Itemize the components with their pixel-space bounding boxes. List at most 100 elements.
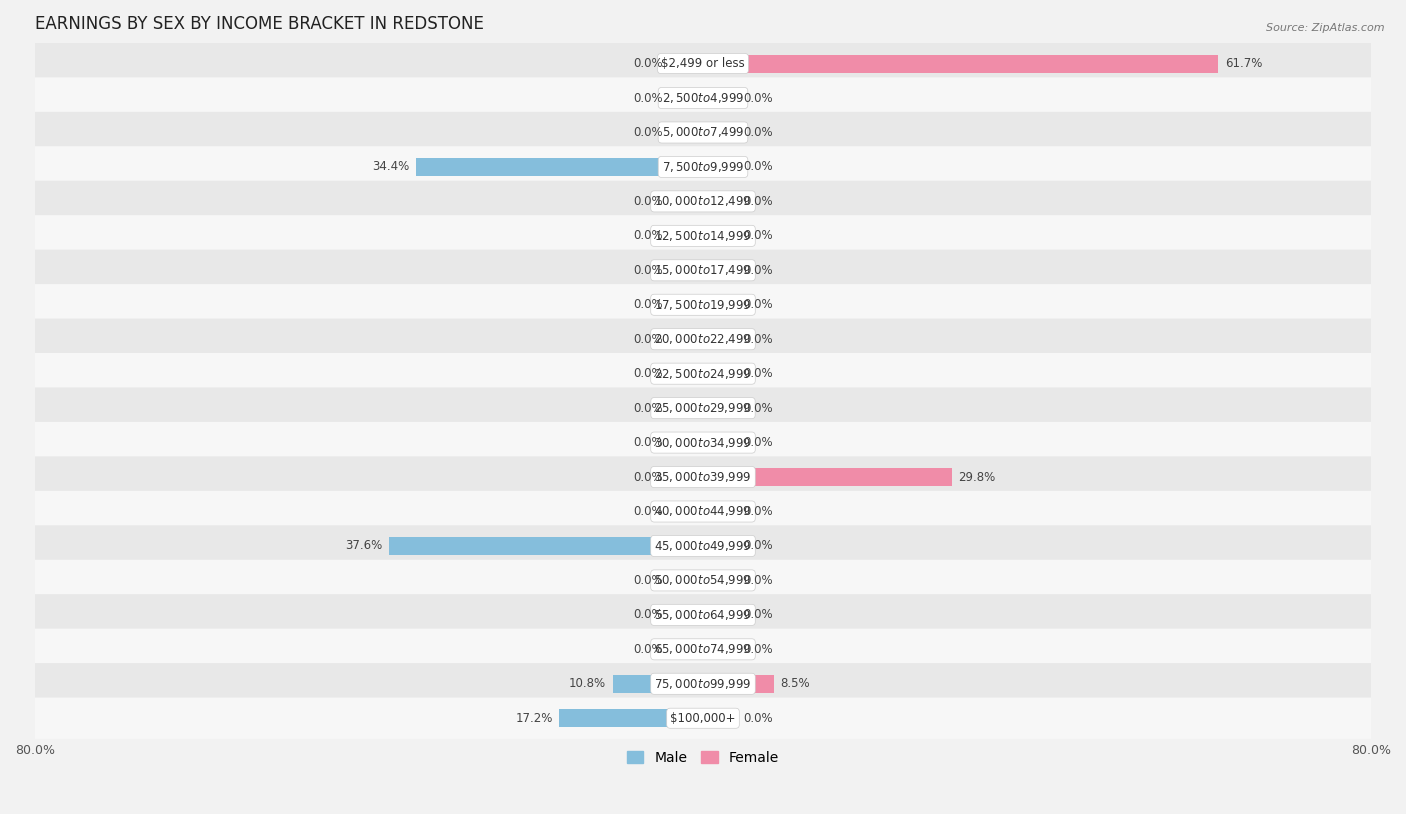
FancyBboxPatch shape xyxy=(17,147,1389,187)
Bar xyxy=(669,399,703,417)
Text: 0.0%: 0.0% xyxy=(744,298,773,311)
Bar xyxy=(703,399,737,417)
Text: $10,000 to $12,499: $10,000 to $12,499 xyxy=(654,195,752,208)
FancyBboxPatch shape xyxy=(17,628,1389,670)
Bar xyxy=(703,227,737,245)
Bar xyxy=(703,502,737,520)
Bar xyxy=(703,158,737,176)
Text: 17.2%: 17.2% xyxy=(516,711,553,724)
Text: $100,000+: $100,000+ xyxy=(671,711,735,724)
Text: 0.0%: 0.0% xyxy=(633,230,662,243)
Text: $12,500 to $14,999: $12,500 to $14,999 xyxy=(654,229,752,243)
Text: $17,500 to $19,999: $17,500 to $19,999 xyxy=(654,298,752,312)
FancyBboxPatch shape xyxy=(17,250,1389,291)
Text: 0.0%: 0.0% xyxy=(744,367,773,380)
FancyBboxPatch shape xyxy=(17,77,1389,119)
Bar xyxy=(669,89,703,107)
Text: 0.0%: 0.0% xyxy=(744,91,773,104)
Text: 0.0%: 0.0% xyxy=(744,195,773,208)
Text: $55,000 to $64,999: $55,000 to $64,999 xyxy=(654,608,752,622)
Text: $50,000 to $54,999: $50,000 to $54,999 xyxy=(654,573,752,588)
Text: $22,500 to $24,999: $22,500 to $24,999 xyxy=(654,366,752,381)
Text: 0.0%: 0.0% xyxy=(744,540,773,553)
Text: 34.4%: 34.4% xyxy=(371,160,409,173)
Bar xyxy=(669,434,703,452)
Bar xyxy=(703,468,952,486)
Text: 0.0%: 0.0% xyxy=(744,711,773,724)
Bar xyxy=(416,158,703,176)
Text: 0.0%: 0.0% xyxy=(633,126,662,139)
FancyBboxPatch shape xyxy=(17,215,1389,256)
Text: 0.0%: 0.0% xyxy=(633,57,662,70)
Text: 0.0%: 0.0% xyxy=(744,643,773,656)
Bar xyxy=(703,641,737,659)
Text: 0.0%: 0.0% xyxy=(633,505,662,518)
Text: EARNINGS BY SEX BY INCOME BRACKET IN REDSTONE: EARNINGS BY SEX BY INCOME BRACKET IN RED… xyxy=(35,15,484,33)
Text: 29.8%: 29.8% xyxy=(959,470,995,484)
Bar xyxy=(703,675,773,693)
Text: 0.0%: 0.0% xyxy=(633,401,662,414)
Bar xyxy=(703,330,737,348)
Bar xyxy=(703,124,737,142)
Bar xyxy=(703,606,737,624)
Text: 0.0%: 0.0% xyxy=(744,160,773,173)
Text: 0.0%: 0.0% xyxy=(633,333,662,346)
FancyBboxPatch shape xyxy=(17,112,1389,153)
Bar xyxy=(669,261,703,279)
Bar xyxy=(669,606,703,624)
Text: 0.0%: 0.0% xyxy=(744,505,773,518)
Bar xyxy=(703,571,737,589)
Text: $2,499 or less: $2,499 or less xyxy=(661,57,745,70)
Text: 61.7%: 61.7% xyxy=(1225,57,1263,70)
Bar xyxy=(669,571,703,589)
Text: $15,000 to $17,499: $15,000 to $17,499 xyxy=(654,263,752,278)
Bar xyxy=(669,295,703,313)
Bar xyxy=(669,192,703,210)
Text: $5,000 to $7,499: $5,000 to $7,499 xyxy=(662,125,744,139)
Bar xyxy=(703,295,737,313)
Bar xyxy=(669,124,703,142)
Text: 0.0%: 0.0% xyxy=(744,333,773,346)
Bar xyxy=(703,365,737,383)
Text: 0.0%: 0.0% xyxy=(744,574,773,587)
Text: 0.0%: 0.0% xyxy=(744,126,773,139)
FancyBboxPatch shape xyxy=(17,284,1389,326)
Bar xyxy=(560,709,703,727)
Text: 0.0%: 0.0% xyxy=(744,401,773,414)
Text: 0.0%: 0.0% xyxy=(633,195,662,208)
Text: 0.0%: 0.0% xyxy=(633,470,662,484)
Text: $45,000 to $49,999: $45,000 to $49,999 xyxy=(654,539,752,553)
Bar xyxy=(703,192,737,210)
FancyBboxPatch shape xyxy=(17,457,1389,497)
Text: $7,500 to $9,999: $7,500 to $9,999 xyxy=(662,160,744,174)
Text: 0.0%: 0.0% xyxy=(633,436,662,449)
FancyBboxPatch shape xyxy=(17,698,1389,739)
Text: 0.0%: 0.0% xyxy=(744,608,773,621)
FancyBboxPatch shape xyxy=(17,525,1389,567)
Bar xyxy=(703,89,737,107)
Bar xyxy=(703,55,1218,72)
Bar xyxy=(669,502,703,520)
FancyBboxPatch shape xyxy=(17,491,1389,532)
FancyBboxPatch shape xyxy=(17,181,1389,222)
Text: $25,000 to $29,999: $25,000 to $29,999 xyxy=(654,401,752,415)
Bar xyxy=(703,709,737,727)
FancyBboxPatch shape xyxy=(17,663,1389,704)
Text: $65,000 to $74,999: $65,000 to $74,999 xyxy=(654,642,752,656)
Bar xyxy=(703,537,737,555)
Bar xyxy=(669,227,703,245)
Text: $35,000 to $39,999: $35,000 to $39,999 xyxy=(654,470,752,484)
Text: 37.6%: 37.6% xyxy=(344,540,382,553)
Text: 0.0%: 0.0% xyxy=(633,643,662,656)
Text: $75,000 to $99,999: $75,000 to $99,999 xyxy=(654,676,752,691)
Bar xyxy=(669,365,703,383)
Bar xyxy=(389,537,703,555)
Text: 0.0%: 0.0% xyxy=(744,230,773,243)
Bar xyxy=(669,468,703,486)
Bar xyxy=(703,261,737,279)
Text: 0.0%: 0.0% xyxy=(744,264,773,277)
Bar xyxy=(669,641,703,659)
Text: $2,500 to $4,999: $2,500 to $4,999 xyxy=(662,91,744,105)
Text: $40,000 to $44,999: $40,000 to $44,999 xyxy=(654,505,752,519)
Text: 0.0%: 0.0% xyxy=(633,264,662,277)
